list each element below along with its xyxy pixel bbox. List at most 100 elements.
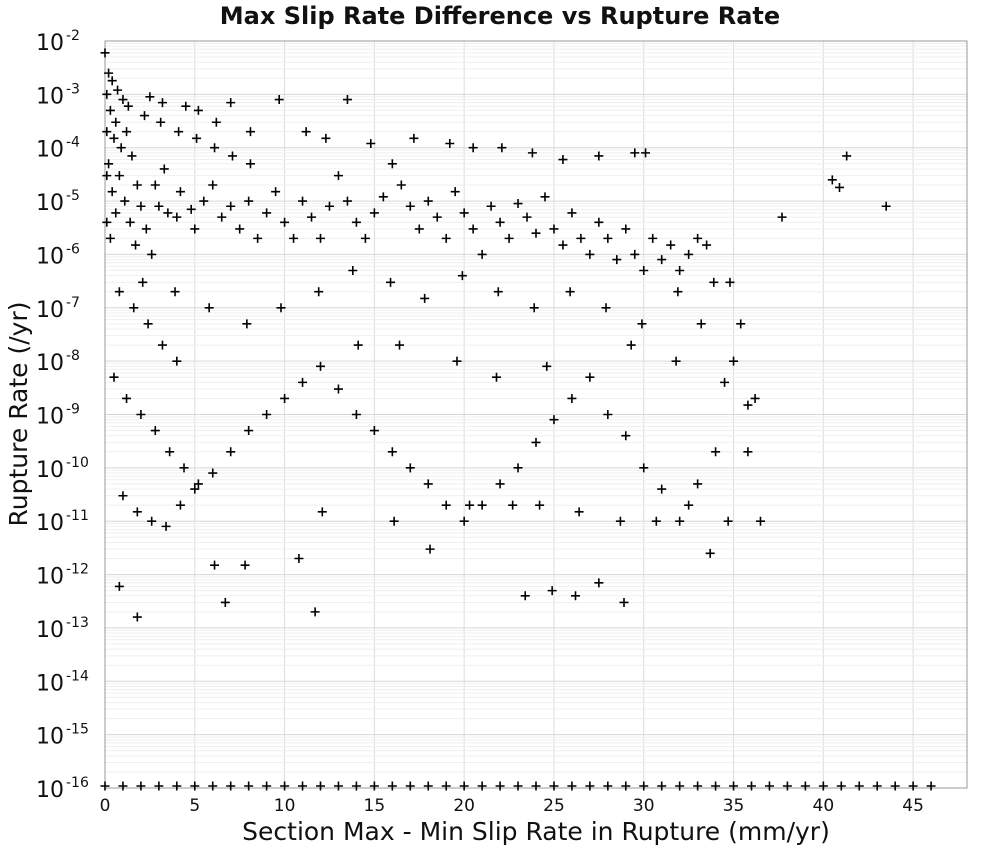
data-point	[136, 410, 146, 419]
data-point	[104, 68, 114, 78]
data-point	[729, 356, 739, 366]
data-point	[477, 781, 487, 791]
data-point	[696, 319, 706, 329]
x-axis-ticks: 0 5 10 15 20 25 30 35 40 45	[100, 796, 924, 816]
data-point	[615, 516, 625, 526]
data-point	[244, 196, 254, 206]
data-point	[348, 265, 358, 275]
chart-title: Max Slip Rate Difference vs Rupture Rate	[220, 2, 780, 30]
data-point	[495, 217, 505, 227]
data-point	[316, 361, 325, 371]
data-point	[504, 233, 514, 243]
y-tick-label: 10 -9	[36, 402, 80, 430]
data-point	[711, 447, 721, 457]
data-point	[154, 201, 164, 211]
data-point	[558, 240, 568, 250]
data-point	[217, 212, 227, 222]
data-point	[836, 781, 846, 791]
data-point	[190, 224, 200, 234]
data-point	[165, 447, 175, 457]
y-tick-exponent: -11	[66, 508, 89, 524]
data-point	[657, 255, 667, 265]
y-tick-exponent: -10	[66, 455, 89, 471]
data-point	[360, 233, 370, 243]
data-point	[520, 591, 530, 601]
y-tick-base: 10	[36, 725, 64, 750]
data-point	[414, 224, 424, 234]
data-point	[310, 607, 320, 617]
data-point	[369, 781, 379, 791]
data-point	[145, 92, 155, 102]
data-point	[405, 201, 415, 211]
data-point	[558, 155, 568, 165]
y-tick-label: 10 -13	[36, 615, 89, 643]
data-point	[405, 463, 415, 473]
y-tick-base: 10	[36, 138, 64, 163]
data-point	[387, 159, 397, 169]
data-point	[621, 224, 631, 234]
y-tick-exponent: -5	[66, 188, 80, 204]
data-point	[172, 781, 182, 791]
data-point	[834, 182, 844, 192]
data-point	[626, 340, 636, 350]
data-point	[204, 303, 214, 313]
data-point	[513, 463, 523, 473]
data-point	[220, 597, 230, 607]
data-point	[639, 781, 649, 791]
y-tick-base: 10	[36, 84, 64, 109]
data-point	[102, 89, 112, 99]
data-point	[881, 201, 891, 211]
y-tick-label: 10 -4	[36, 135, 80, 163]
data-point	[423, 479, 433, 489]
y-tick-base: 10	[36, 618, 64, 643]
data-point	[657, 484, 667, 494]
data-point	[743, 447, 753, 457]
data-point	[743, 400, 753, 410]
data-point	[244, 781, 254, 791]
data-point	[405, 781, 415, 791]
data-point	[594, 151, 604, 161]
data-point	[782, 781, 792, 791]
data-point	[666, 240, 676, 250]
y-tick-exponent: -7	[66, 295, 80, 311]
data-point	[675, 516, 685, 526]
data-point	[190, 484, 200, 494]
data-point	[280, 217, 290, 227]
data-point	[693, 479, 703, 489]
data-point	[150, 180, 160, 190]
data-point	[508, 500, 518, 510]
data-point	[547, 586, 557, 596]
y-tick-exponent: -4	[66, 135, 80, 151]
data-point	[709, 277, 719, 287]
data-point	[872, 781, 882, 791]
data-point	[192, 133, 202, 143]
data-point	[316, 233, 325, 243]
y-tick-exponent: -15	[66, 722, 89, 738]
data-point	[114, 287, 124, 297]
x-tick-label: 10	[274, 796, 296, 816]
x-tick-label: 5	[189, 796, 200, 816]
data-point	[736, 319, 746, 329]
data-point	[777, 212, 787, 222]
data-point	[747, 781, 756, 791]
data-point	[294, 554, 304, 564]
x-tick-label: 15	[364, 796, 386, 816]
data-point	[321, 133, 331, 143]
data-point	[123, 101, 133, 111]
data-point	[890, 781, 900, 791]
x-tick-label: 30	[633, 796, 655, 816]
data-point	[594, 578, 604, 588]
data-point	[351, 781, 361, 791]
data-point	[333, 384, 343, 394]
y-tick-label: 10 -16	[36, 775, 89, 803]
data-point	[603, 410, 613, 419]
data-point	[441, 781, 451, 791]
y-axis-ticks: 10-210-310-410-510-610-710-810-910 -1010-…	[36, 28, 89, 803]
data-point	[725, 277, 735, 287]
data-point	[245, 159, 255, 169]
y-tick-exponent: -14	[66, 668, 89, 684]
y-tick-exponent: -12	[66, 562, 89, 578]
y-tick-exponent: -16	[66, 775, 89, 791]
data-point	[245, 127, 255, 137]
